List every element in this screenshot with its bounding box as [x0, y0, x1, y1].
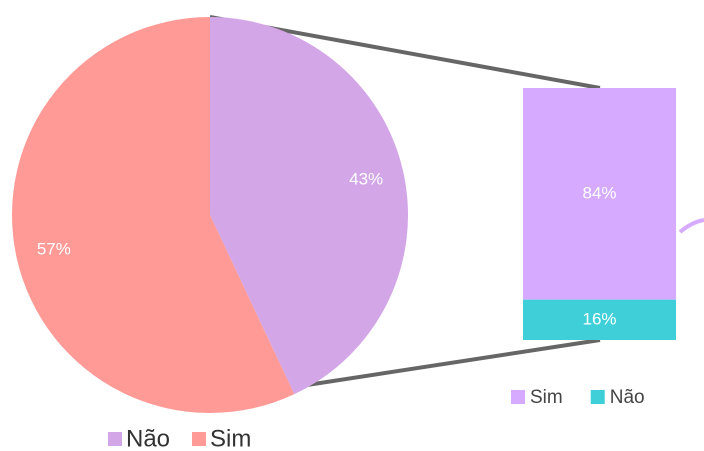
legend-swatch	[511, 390, 525, 404]
legend-label: Não	[610, 387, 645, 408]
pie-slice	[210, 17, 409, 395]
legend-swatch	[192, 432, 207, 446]
legend-swatch	[590, 390, 605, 404]
legend-swatch	[108, 432, 122, 446]
pie-slice	[11, 17, 295, 413]
legend-label: Sim	[210, 425, 251, 451]
legend-label: Não	[126, 425, 170, 451]
legend-label: Sim	[530, 387, 563, 408]
decoration	[678, 218, 704, 234]
data-label: 57%	[37, 239, 71, 258]
data-label: 43%	[349, 170, 383, 189]
bar-segment	[523, 299, 676, 340]
data-label: 16%	[582, 309, 616, 328]
bar-segment	[523, 88, 676, 300]
data-label: 84%	[582, 183, 616, 202]
connector-bottom	[293, 338, 601, 389]
